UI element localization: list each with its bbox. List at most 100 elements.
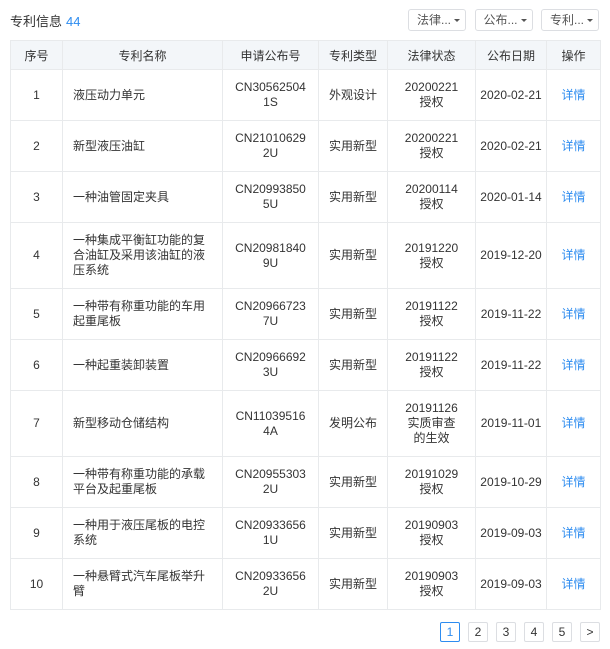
patent-name: 新型移动仓储结构 [62, 390, 223, 457]
table-row: 1 液压动力单元 CN305625041S 外观设计 20200221 授权 2020-02… [10, 69, 601, 121]
legal-date: 20200114 [405, 182, 458, 196]
legal-status-text: 实质审查的生效 [407, 416, 456, 445]
detail-link[interactable]: 详情 [561, 248, 586, 262]
publication-number: CN305625041S [222, 69, 319, 121]
row-number: 2 [10, 120, 63, 172]
patent-type: 实用新型 [318, 120, 388, 172]
publication-number: CN209336562U [222, 558, 319, 610]
column-header: 公布日期 [475, 40, 547, 70]
column-header: 法律状态 [387, 40, 476, 70]
patent-name: 一种起重装卸装置 [62, 339, 223, 391]
legal-date: 20200221 [404, 80, 459, 94]
detail-link[interactable]: 详情 [561, 576, 586, 591]
legal-status: 20200221 授权 [387, 69, 476, 121]
row-number: 6 [10, 339, 63, 391]
page-button[interactable]: 1 [440, 622, 460, 642]
patent-type: 实用新型 [318, 456, 388, 508]
action-cell: 详情 [546, 507, 601, 559]
action-cell: 详情 [546, 558, 601, 610]
publication-number: CN210106292U [222, 120, 319, 172]
legal-date: 20190903 [404, 518, 459, 532]
detail-link[interactable]: 详情 [561, 87, 586, 102]
legal-status-text: 授权 [419, 365, 444, 379]
publication-number: CN209666923U [222, 339, 319, 391]
page-button[interactable]: 2 [468, 622, 488, 642]
patent-name: 液压动力单元 [62, 69, 223, 121]
patent-type: 实用新型 [318, 507, 388, 559]
legal-status: 20191220 授权 [387, 222, 476, 289]
count: 44 [66, 14, 81, 29]
publication-date: 2019-11-01 [475, 390, 547, 457]
legal-date: 20191126 [405, 401, 458, 415]
column-header: 操作 [546, 40, 601, 70]
patent-name: 一种带有称重功能的车用起重尾板 [62, 288, 223, 340]
row-number: 4 [10, 222, 63, 289]
legal-status: 20191126 实质审查的生效 [387, 390, 476, 457]
legal-status: 20200114 授权 [387, 171, 476, 223]
action-cell: 详情 [546, 288, 601, 340]
patent-name: 一种悬臂式汽车尾板举升臂 [62, 558, 223, 610]
legal-date: 20191122 [405, 299, 458, 313]
detail-link[interactable]: 详情 [561, 474, 586, 489]
legal-status-text: 授权 [419, 255, 444, 270]
legal-status: 20191122 授权 [387, 339, 476, 391]
publication-date: 2019-11-22 [475, 339, 547, 391]
legal-date: 20200221 [404, 131, 459, 145]
publication-date: 2019-10-29 [475, 456, 547, 508]
detail-link[interactable]: 详情 [561, 357, 586, 372]
page-button[interactable]: 4 [524, 622, 544, 642]
page-button[interactable]: 3 [496, 622, 516, 642]
publication-date: 2019-11-22 [475, 288, 547, 340]
legal-status-text: 授权 [419, 533, 444, 547]
next-page[interactable]: > [580, 622, 600, 642]
action-cell: 详情 [546, 222, 601, 289]
row-number: 8 [10, 456, 63, 508]
legal-status-text: 授权 [419, 95, 444, 109]
legal-status: 20190903 授权 [387, 558, 476, 610]
patent-type: 外观设计 [318, 69, 388, 121]
publication-number: CN209818409U [222, 222, 319, 289]
patent-type: 发明公布 [318, 390, 388, 457]
detail-link[interactable]: 详情 [561, 416, 586, 430]
page-button[interactable]: 5 [552, 622, 572, 642]
detail-link[interactable]: 详情 [561, 189, 586, 204]
legal-status-text: 授权 [419, 314, 444, 328]
table-row: 4 一种集成平衡缸功能的复合油缸及采用该油缸的液压系统 CN209818409U 实用… [10, 222, 601, 289]
publication-date: 2019-09-03 [475, 507, 547, 559]
table-row: 2 新型液压油缸 CN210106292U 实用新型 20200221 授权 2020-02… [10, 120, 601, 172]
table-row: 9 一种用于液压尾板的电控系统 CN209336561U 实用新型 20190903 授权… [10, 507, 601, 559]
filter-dropdown[interactable]: 法律... [408, 9, 466, 31]
detail-link[interactable]: 详情 [561, 525, 586, 540]
patent-name: 一种油管固定夹具 [62, 171, 223, 223]
row-number: 7 [10, 390, 63, 457]
publication-number: CN209336561U [222, 507, 319, 559]
action-cell: 详情 [546, 456, 601, 508]
action-cell: 详情 [546, 171, 601, 223]
legal-date: 20191220 [404, 240, 459, 255]
row-number: 1 [10, 69, 63, 121]
legal-status: 20190903 授权 [387, 507, 476, 559]
publication-date: 2020-01-14 [475, 171, 547, 223]
patent-type: 实用新型 [318, 171, 388, 223]
detail-link[interactable]: 详情 [561, 306, 586, 321]
detail-link[interactable]: 详情 [561, 138, 586, 153]
action-cell: 详情 [546, 120, 601, 172]
patent-table: 序号 专利名称 申请公布号 专利类型 法律状态 公布日期 操作 1 液压动力单元 CN305625… [10, 40, 601, 610]
legal-status-text: 授权 [419, 584, 444, 598]
filter-dropdown[interactable]: 公布... [474, 9, 533, 31]
table-row: 8 一种带有称重功能的承载平台及起重尾板 CN209553032U 实用新型 20191… [10, 456, 601, 508]
legal-status: 20200221 授权 [387, 120, 476, 172]
publication-number: CN209553032U [222, 456, 319, 508]
publication-number: CN209667237U [222, 288, 319, 340]
publication-number: CN209938505U [222, 171, 319, 223]
action-cell: 详情 [546, 69, 601, 121]
patent-name: 一种用于液压尾板的电控系统 [62, 507, 223, 559]
title-text: 专利信息 [10, 14, 63, 29]
table-row: 3 一种油管固定夹具 CN209938505U 实用新型 20200114 授权 2020-… [10, 171, 601, 223]
legal-status: 20191122 授权 [387, 288, 476, 340]
column-header: 专利名称 [62, 40, 223, 70]
publication-number: CN110395164A [222, 390, 319, 457]
patent-name: 一种集成平衡缸功能的复合油缸及采用该油缸的液压系统 [62, 222, 223, 289]
filter-dropdown[interactable]: 专利... [541, 9, 599, 31]
